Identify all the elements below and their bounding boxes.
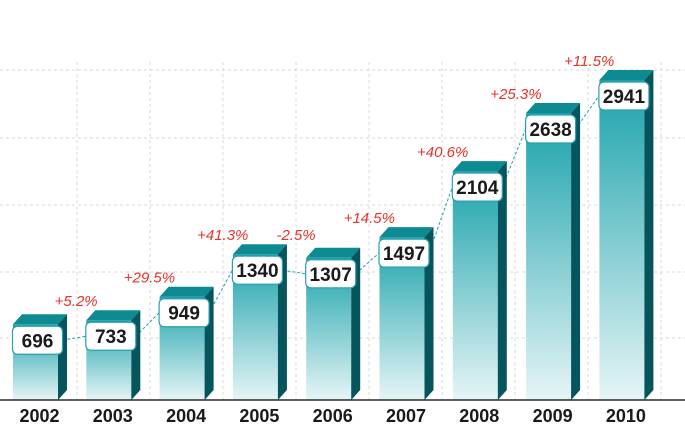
bar-front [599,80,645,400]
value-label-text: 1340 [236,261,278,282]
value-label-box [85,321,137,351]
value-label-box [598,81,650,111]
growth-label: +29.5% [124,270,175,287]
value-label-text: 2638 [529,120,571,141]
bar-side [571,102,581,400]
value-label-2009: 2638 [524,114,577,144]
year-label-2007: 2007 [386,406,426,426]
value-label-text: 949 [168,304,200,325]
bar-top [526,102,581,113]
value-label-box [451,172,503,202]
growth-label: +40.6% [417,144,468,161]
value-label-2003: 733 [85,321,137,351]
year-label-2008: 2008 [459,406,499,426]
value-label-2010: 2941 [598,81,650,111]
bar-side [424,227,434,400]
value-label-2002: 696 [11,325,64,355]
bar-side [644,70,654,400]
value-label-text: 696 [22,331,54,352]
growth-label: -2.5% [276,227,315,244]
year-label-2006: 2006 [313,406,353,426]
bar-front [526,112,572,400]
value-label-2007: 1497 [378,238,430,268]
growth-label: +25.3% [490,86,541,103]
x-axis-labels: 2002 2003 2004 2005 2006 2007 2008 2009 2010 [19,406,645,426]
value-label-box [305,259,357,289]
year-label-2005: 2005 [239,406,279,426]
bar-top [159,286,214,297]
value-label-box [378,238,430,268]
value-label-box [158,298,210,328]
year-label-2003: 2003 [93,406,133,426]
bar-top [379,227,434,238]
growth-label: +14.5% [344,210,395,227]
growth-label: +11.5% [564,53,614,70]
growth-labels: +5.2% +29.5% +41.3% -2.5% +14.5% +40.6% +25.3%… [55,53,615,310]
growth-label: +5.2% [55,293,98,310]
year-label-2010: 2010 [606,406,646,426]
value-label-box [11,325,64,355]
value-labels: 696 733 949 1340 1307 1497 2104 2638 2941 [11,81,650,355]
bar-front [452,171,498,400]
value-label-2004: 949 [158,298,210,328]
value-label-box [231,255,283,285]
bar-top [452,161,507,172]
value-label-2006: 1307 [305,259,357,289]
trend-connector [208,269,233,313]
bar-top [232,244,287,255]
value-label-text: 1497 [383,244,425,265]
value-label-2005: 1340 [231,255,283,285]
bar-side [497,161,507,400]
year-label-2002: 2002 [19,406,59,426]
growth-label: +41.3% [197,227,248,244]
trend-connector [62,335,86,341]
bar-top [13,314,67,325]
year-label-2009: 2009 [533,406,573,426]
bar-2010 [599,70,654,400]
trend-connector [282,269,306,275]
value-label-text: 2941 [603,87,646,108]
bar-top [599,70,654,80]
value-label-text: 733 [95,327,127,348]
bar-2008 [452,161,507,400]
bar-top [86,310,141,321]
value-label-box [524,114,577,144]
value-label-text: 1307 [310,265,352,286]
year-label-2004: 2004 [166,406,206,426]
bar-top [306,247,361,258]
value-label-text: 2104 [456,178,499,199]
bar-2009 [526,102,581,400]
value-label-2008: 2104 [451,172,503,202]
